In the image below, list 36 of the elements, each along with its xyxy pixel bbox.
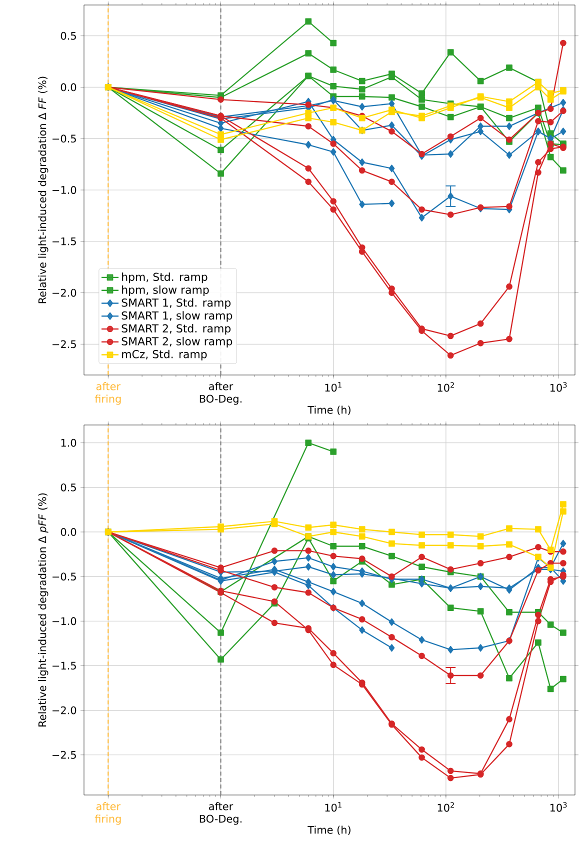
- y-tick-label: −1.5: [52, 662, 76, 670]
- x-tick-label: after BO-Deg.: [200, 382, 242, 405]
- x-tick-label: after firing: [94, 382, 121, 405]
- x-tick-label: 10$^{3}$: [550, 802, 567, 812]
- legend-label: SMART 1, slow ramp: [122, 311, 232, 322]
- x-axis-title: Time (h): [308, 826, 350, 836]
- legend-label: mCz, Std. ramp: [122, 350, 207, 360]
- x-tick-label: 10$^{2}$: [438, 802, 454, 812]
- x-tick-label: 10$^{1}$: [325, 802, 342, 812]
- x-tick-label: 10$^{3}$: [550, 382, 567, 392]
- y-tick-label: −2.5: [52, 750, 76, 759]
- x-axis-title: Time (h): [308, 406, 350, 416]
- y-tick-label: 0.0: [60, 83, 76, 92]
- y-tick-label: 0.5: [60, 483, 76, 492]
- legend-label: SMART 1, Std. ramp: [122, 298, 231, 309]
- x-tick-label: after BO-Deg.: [200, 802, 242, 825]
- legend-label: hpm, Std. ramp: [122, 272, 208, 284]
- y-tick-label: −0.5: [52, 572, 76, 581]
- y-tick-label: −2.0: [52, 706, 76, 714]
- x-tick-label: 10$^{1}$: [325, 382, 342, 392]
- legend-label: SMART 2, Std. ramp: [122, 324, 231, 335]
- y-tick-label: −1.0: [52, 186, 76, 194]
- y-tick-label: −1.0: [52, 617, 76, 626]
- y-tick-label: 0.5: [60, 32, 76, 40]
- x-tick-label: after firing: [94, 802, 121, 825]
- y-axis-title: Relative light-induced degradation Δ FF (%): [38, 76, 48, 304]
- y-tick-label: −1.5: [52, 238, 76, 246]
- y-tick-label: −2.0: [52, 288, 76, 297]
- y-tick-label: 0.0: [60, 528, 76, 536]
- legend-label: SMART 2, slow ramp: [122, 336, 232, 348]
- y-tick-label: −2.5: [52, 340, 76, 348]
- y-tick-label: 1.0: [61, 438, 76, 447]
- y-axis-title: Relative light-induced degradation Δ pFF (%): [38, 493, 48, 726]
- legend-label: hpm, slow ramp: [122, 285, 209, 296]
- y-tick-label: −0.5: [52, 134, 76, 143]
- x-tick-label: 10$^{2}$: [438, 382, 454, 392]
